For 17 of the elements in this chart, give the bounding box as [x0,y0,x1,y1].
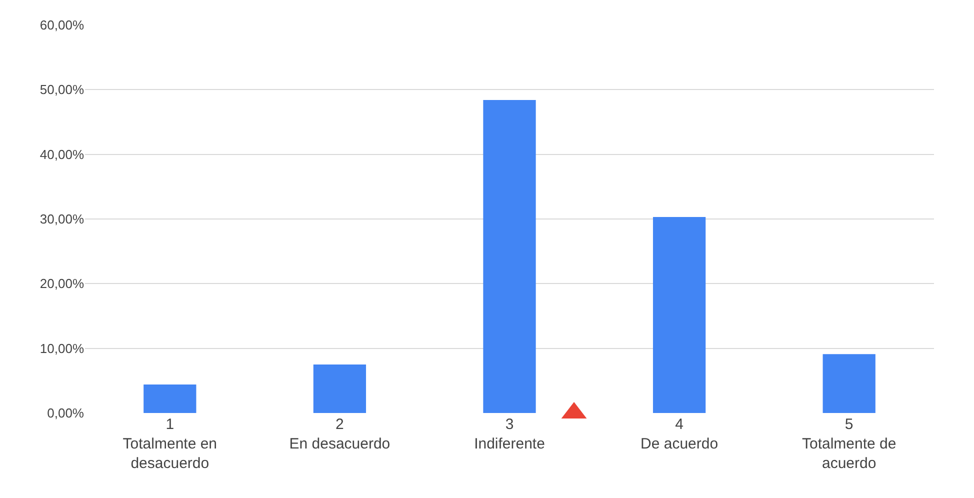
y-tick-label: 20,00% [40,276,84,292]
x-tick-label: 2 En desacuerdo [289,416,390,452]
x-tick-label: 1 Totalmente en desacuerdo [122,416,218,472]
bar [652,217,706,413]
y-tick-label: 60,00% [40,18,84,33]
y-tick-label: 40,00% [40,146,84,162]
bar [144,384,196,413]
y-tick-label: 10,00% [40,340,84,356]
bar [313,364,366,413]
x-tick-label: 3 Indiferente [474,416,545,452]
bar [483,100,536,413]
x-tick-label: 5 Totalmente de acuerdo [802,416,896,472]
y-tick-label: 50,00% [40,82,84,98]
x-tick-label: 4 De acuerdo [640,416,718,452]
y-tick-label: 30,00% [40,212,84,227]
bar [822,354,876,413]
y-tick-label: 0,00% [47,406,84,421]
